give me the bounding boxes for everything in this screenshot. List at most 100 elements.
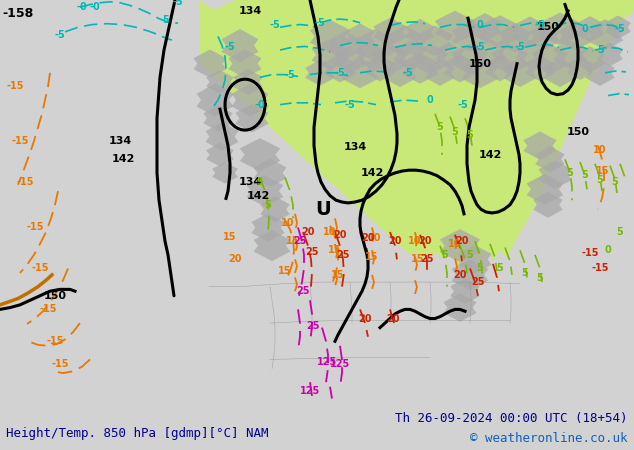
Text: 25: 25 bbox=[296, 286, 310, 296]
Polygon shape bbox=[333, 45, 366, 73]
Polygon shape bbox=[436, 41, 465, 68]
Polygon shape bbox=[512, 17, 548, 47]
Text: 5: 5 bbox=[581, 170, 588, 180]
Text: 5: 5 bbox=[451, 127, 458, 137]
Text: 150: 150 bbox=[44, 291, 67, 301]
Polygon shape bbox=[575, 16, 605, 42]
Polygon shape bbox=[206, 143, 234, 166]
Text: 5: 5 bbox=[522, 268, 528, 278]
Polygon shape bbox=[462, 58, 498, 88]
Text: -158: -158 bbox=[3, 7, 34, 20]
Polygon shape bbox=[306, 60, 335, 86]
Polygon shape bbox=[451, 21, 488, 52]
Polygon shape bbox=[575, 46, 605, 72]
Text: 142: 142 bbox=[247, 191, 269, 201]
Text: 20: 20 bbox=[418, 236, 432, 246]
Polygon shape bbox=[323, 54, 356, 82]
Polygon shape bbox=[503, 58, 536, 87]
Text: 134: 134 bbox=[344, 142, 366, 153]
Text: -5: -5 bbox=[475, 42, 486, 52]
Text: -5: -5 bbox=[314, 18, 325, 28]
Polygon shape bbox=[365, 55, 395, 81]
Text: 20: 20 bbox=[455, 236, 469, 246]
Polygon shape bbox=[443, 54, 477, 82]
Polygon shape bbox=[515, 40, 545, 66]
Text: -15: -15 bbox=[31, 263, 49, 274]
Polygon shape bbox=[527, 174, 564, 205]
Polygon shape bbox=[228, 50, 262, 78]
Text: -5: -5 bbox=[335, 68, 346, 78]
Polygon shape bbox=[450, 278, 480, 304]
Polygon shape bbox=[206, 70, 234, 94]
Text: 150: 150 bbox=[567, 127, 590, 137]
Text: -5: -5 bbox=[515, 42, 526, 52]
Polygon shape bbox=[597, 43, 623, 67]
Polygon shape bbox=[498, 24, 531, 52]
Text: 25: 25 bbox=[294, 236, 307, 246]
Polygon shape bbox=[458, 245, 491, 274]
Text: 25: 25 bbox=[471, 277, 485, 287]
Text: -5: -5 bbox=[595, 45, 605, 55]
Text: 10: 10 bbox=[281, 218, 295, 228]
Text: -15: -15 bbox=[592, 263, 609, 274]
Polygon shape bbox=[346, 23, 375, 50]
Polygon shape bbox=[197, 84, 233, 117]
Text: -5: -5 bbox=[172, 0, 183, 7]
Polygon shape bbox=[231, 84, 268, 117]
Polygon shape bbox=[585, 60, 615, 86]
Polygon shape bbox=[425, 60, 455, 86]
Text: 20: 20 bbox=[333, 230, 347, 240]
Text: -15: -15 bbox=[6, 81, 23, 91]
Text: 5: 5 bbox=[477, 263, 483, 274]
Text: © weatheronline.co.uk: © weatheronline.co.uk bbox=[470, 432, 628, 445]
Polygon shape bbox=[200, 0, 634, 269]
Text: 150: 150 bbox=[469, 58, 491, 69]
Text: -0: -0 bbox=[77, 2, 87, 12]
Text: -15: -15 bbox=[11, 136, 29, 146]
Text: 125: 125 bbox=[300, 386, 320, 396]
Text: 20: 20 bbox=[228, 254, 242, 264]
Text: -15: -15 bbox=[51, 359, 68, 369]
Text: -5: -5 bbox=[285, 70, 295, 80]
Polygon shape bbox=[387, 26, 424, 56]
Polygon shape bbox=[586, 19, 623, 50]
Polygon shape bbox=[384, 58, 417, 87]
Text: 25: 25 bbox=[305, 247, 319, 257]
Text: -5: -5 bbox=[224, 42, 235, 52]
Polygon shape bbox=[451, 44, 488, 75]
Text: 142: 142 bbox=[360, 168, 384, 178]
Text: 134: 134 bbox=[108, 136, 132, 146]
Text: 5: 5 bbox=[617, 227, 623, 237]
Polygon shape bbox=[435, 11, 476, 44]
Polygon shape bbox=[451, 260, 488, 290]
Polygon shape bbox=[543, 58, 576, 87]
Text: 5: 5 bbox=[467, 250, 474, 260]
Text: 15: 15 bbox=[278, 266, 292, 276]
Polygon shape bbox=[247, 176, 283, 207]
Text: 150: 150 bbox=[536, 22, 559, 32]
Text: 10: 10 bbox=[448, 239, 462, 249]
Text: 20: 20 bbox=[453, 270, 467, 280]
Text: 134: 134 bbox=[238, 6, 262, 16]
Polygon shape bbox=[372, 44, 408, 75]
Text: 5: 5 bbox=[536, 273, 543, 283]
Text: -5: -5 bbox=[534, 21, 545, 31]
Text: Th 26-09-2024 00:00 UTC (18+54): Th 26-09-2024 00:00 UTC (18+54) bbox=[395, 412, 628, 425]
Text: 142: 142 bbox=[112, 154, 134, 164]
Polygon shape bbox=[524, 131, 557, 160]
Text: 0: 0 bbox=[581, 24, 588, 34]
Polygon shape bbox=[440, 229, 480, 262]
Text: 20: 20 bbox=[361, 234, 375, 243]
Text: 5: 5 bbox=[264, 200, 271, 210]
Polygon shape bbox=[355, 29, 395, 62]
Text: -5: -5 bbox=[160, 15, 171, 25]
Text: 5: 5 bbox=[567, 168, 573, 178]
Text: 5: 5 bbox=[257, 177, 263, 187]
Polygon shape bbox=[355, 41, 385, 68]
Text: 5: 5 bbox=[496, 263, 503, 274]
Text: -5: -5 bbox=[55, 30, 65, 40]
Polygon shape bbox=[254, 230, 290, 261]
Text: 10: 10 bbox=[408, 236, 422, 246]
Polygon shape bbox=[526, 55, 555, 81]
Text: 10: 10 bbox=[323, 227, 337, 237]
